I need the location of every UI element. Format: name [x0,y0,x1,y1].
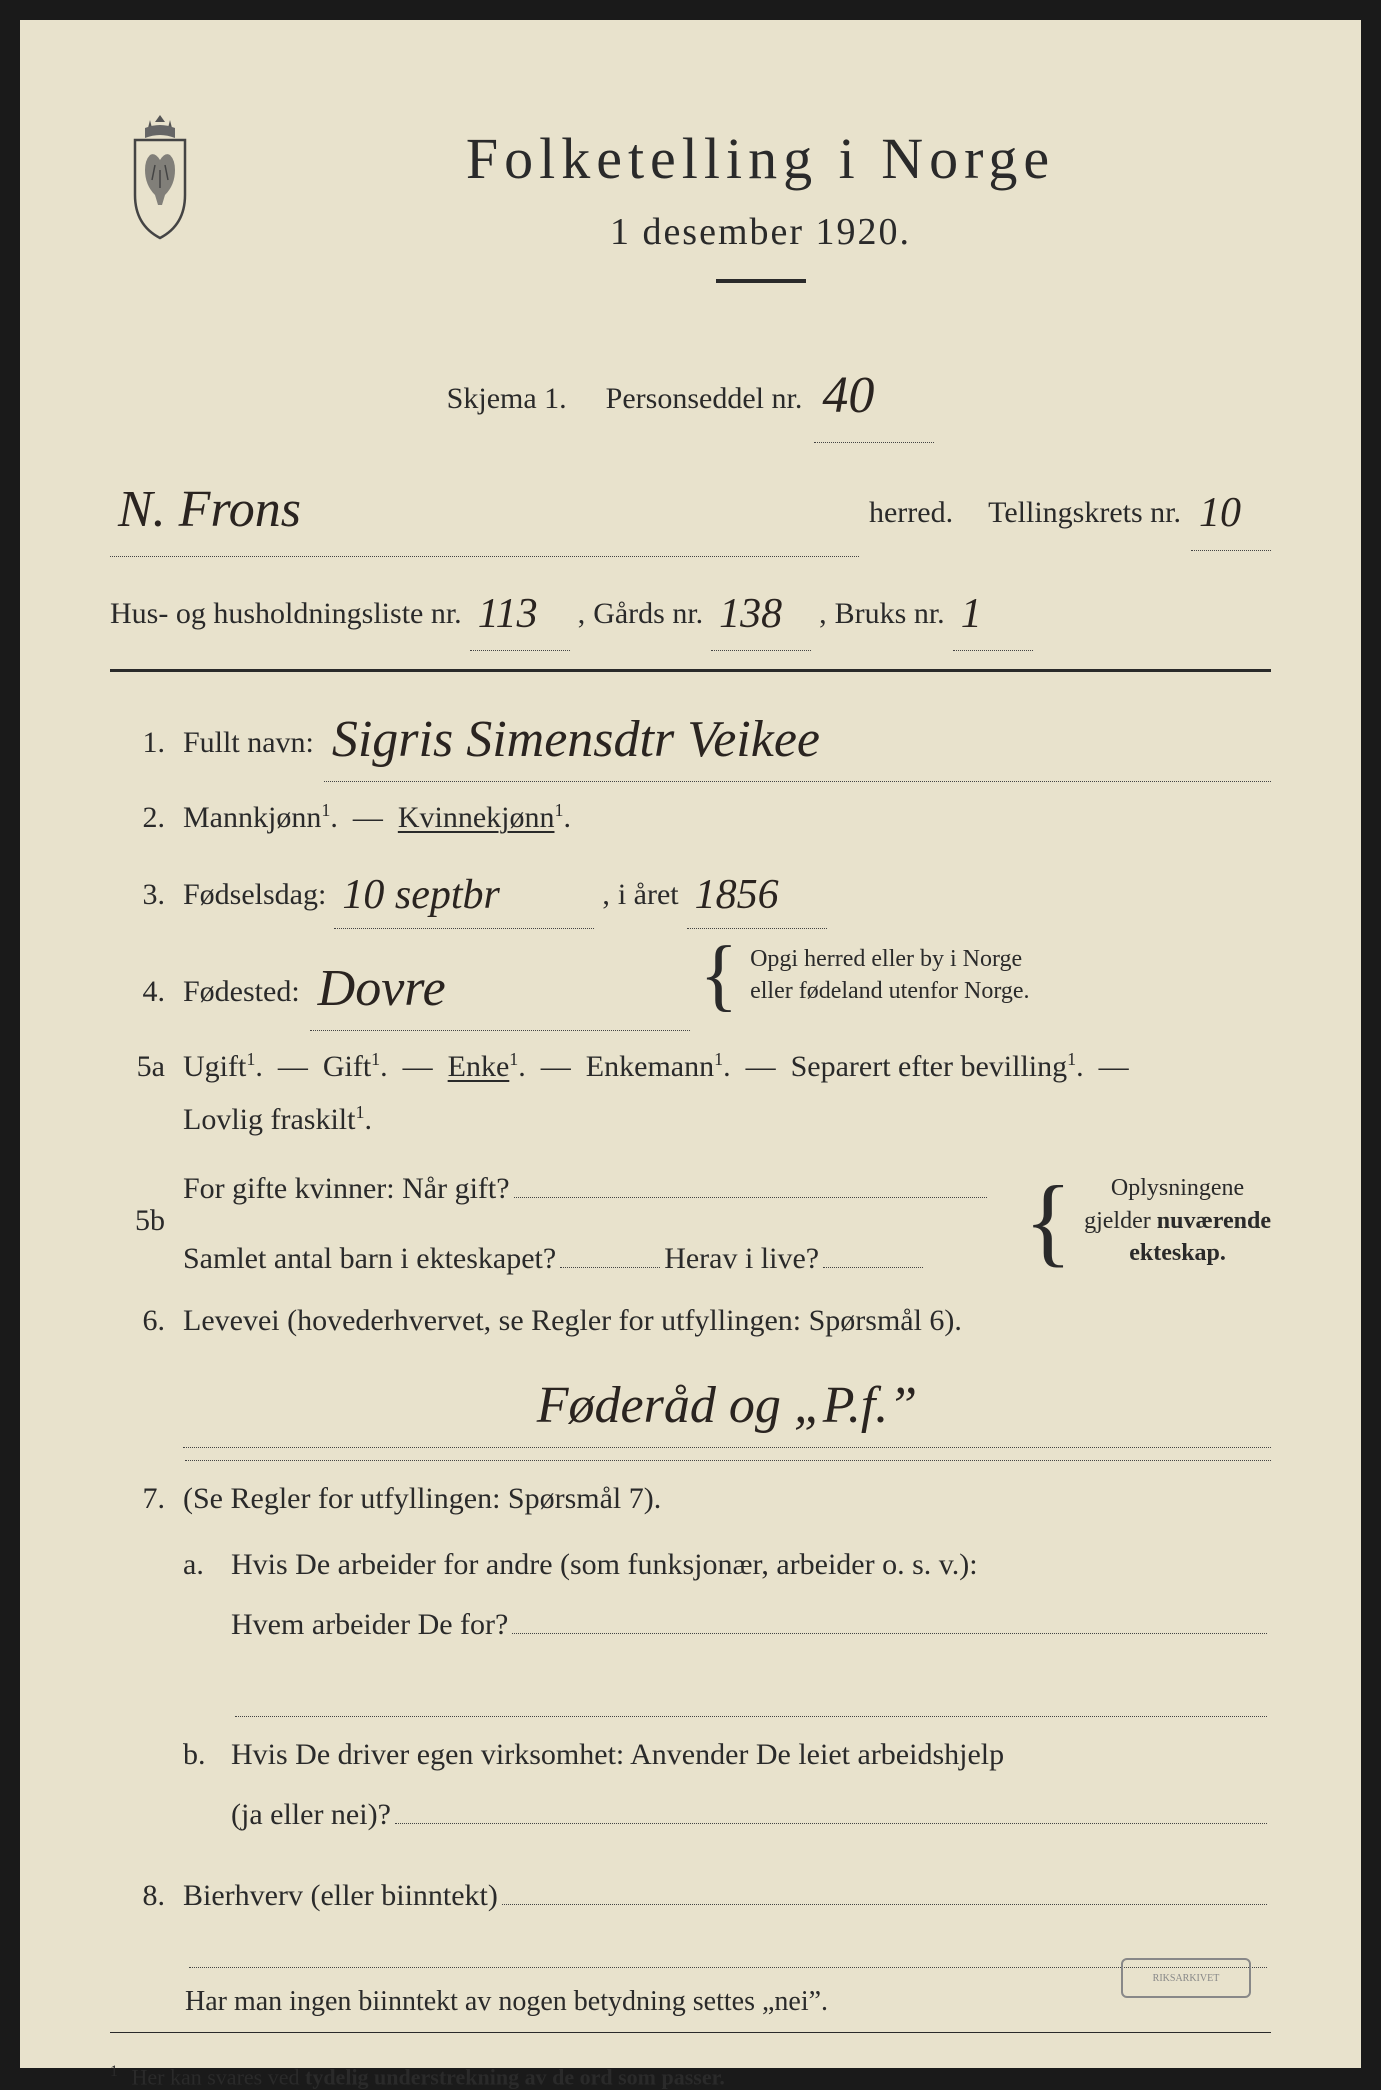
q6: 6. Levevei (hovederhvervet, se Regler fo… [110,1295,1271,1448]
skjema-label: Skjema 1. [447,370,567,427]
q3: 3. Fødselsdag: 10 septbr , i året 1856 [110,855,1271,930]
q3-year: 1856 [695,872,779,918]
q8: 8. Bierhverv (eller biinntekt) [110,1863,1271,1923]
gards-value: 138 [719,591,782,637]
q7a-text2: Hvem arbeider De for? [231,1599,508,1652]
husliste-value: 113 [478,591,538,637]
q7b-text1: Hvis De driver egen virksomhet: Anvender… [231,1729,1271,1782]
skjema-line: Skjema 1. Personseddel nr. 40 [110,343,1271,443]
q5b-note: Oplysningene gjelder nuværende ekteskap. [1084,1172,1271,1269]
rule-1 [110,669,1271,672]
q5b-num: 5b [110,1204,165,1238]
q5a-gift: Gift [323,1050,371,1083]
q2-kvinne: Kvinnekjønn [398,801,555,834]
q5b: 5b For gifte kvinner: Når gift? Samlet a… [110,1156,1271,1285]
q5a-fraskilt: Lovlig fraskilt [183,1103,355,1136]
q1-value: Sigris Simensdtr Veikee [332,711,820,768]
q7b-text2: (ja eller nei)? [231,1789,391,1842]
q4-num: 4. [110,975,165,1009]
q7b-letter: b. [183,1729,213,1841]
husliste-line: Hus- og husholdningsliste nr. 113 , Gård… [110,571,1271,652]
q6-num: 6. [110,1304,165,1338]
q5a-ugift: Ugift [183,1050,246,1083]
q1-label: Fullt navn: [183,717,314,770]
q5b-line2b: Herav i live? [664,1233,819,1286]
q4: 4. Fødested: Dovre { Opgi herred eller b… [110,939,1271,1031]
q5a-num: 5a [110,1050,165,1084]
archive-stamp: RIKSARKIVET [1121,1958,1251,1998]
q5b-line1: For gifte kvinner: Når gift? [183,1163,510,1216]
q3-label: Fødselsdag: [183,869,326,922]
title-divider [716,279,806,283]
personseddel-label: Personseddel nr. [606,370,803,427]
q1: 1. Fullt navn: Sigris Simensdtr Veikee [110,690,1271,782]
bruks-value: 1 [961,591,982,637]
q4-value: Dovre [318,960,446,1017]
rule-dotted-1 [185,1460,1271,1461]
q7: 7. (Se Regler for utfyllingen: Spørsmål … [110,1473,1271,1854]
herred-line: N. Frons herred. Tellingskrets nr. 10 [110,457,1271,557]
q7a: a. Hvis De arbeider for andre (som funks… [183,1539,1271,1717]
q4-note: Opgi herred eller by i Norge eller fødel… [750,943,1029,1008]
header: Folketelling i Norge 1 desember 1920. [110,110,1271,313]
q5a-separert: Separert efter bevilling [791,1050,1068,1083]
q5b-line2a: Samlet antal barn i ekteskapet? [183,1233,556,1286]
brace-icon-2: { [1024,1186,1072,1256]
q7-num: 7. [110,1482,165,1516]
footnote: 1 Her kan svares ved tydelig understrekn… [110,2063,1271,2090]
title-block: Folketelling i Norge 1 desember 1920. [250,110,1271,313]
q1-num: 1. [110,726,165,760]
personseddel-value: 40 [822,367,874,424]
coat-of-arms-icon [110,110,210,240]
q2-num: 2. [110,801,165,835]
q3-num: 3. [110,878,165,912]
brace-icon: { [700,947,738,1003]
husliste-label: Hus- og husholdningsliste nr. [110,585,462,642]
q7a-letter: a. [183,1539,213,1717]
q3-day: 10 septbr [342,872,500,918]
bruks-label: Bruks nr. [835,585,945,642]
q2-mann: Mannkjønn [183,801,321,834]
tellingskrets-label: Tellingskrets nr. [988,484,1181,541]
q8-label: Bierhverv (eller biinntekt) [183,1870,498,1923]
census-form-page: Folketelling i Norge 1 desember 1920. Sk… [20,20,1361,2068]
q7-label: (Se Regler for utfyllingen: Spørsmål 7). [183,1473,1271,1526]
q5a-enke: Enke [448,1050,510,1083]
footer-note: Har man ingen biinntekt av nogen betydni… [185,1986,1271,2018]
q4-label: Fødested: [183,966,300,1019]
tellingskrets-value: 10 [1199,490,1241,536]
q5a-enkemann: Enkemann [586,1050,714,1083]
herred-label: herred. [869,484,953,541]
q7a-text1: Hvis De arbeider for andre (som funksjon… [231,1539,1271,1592]
main-title: Folketelling i Norge [250,125,1271,192]
q3-year-label: i året [618,869,679,922]
q8-num: 8. [110,1879,165,1913]
gards-label: Gårds nr. [593,585,703,642]
q6-label: Levevei (hovederhvervet, se Regler for u… [183,1304,962,1337]
subtitle: 1 desember 1920. [250,210,1271,254]
herred-value: N. Frons [118,481,301,538]
q2: 2. Mannkjønn1. — Kvinnekjønn1. [110,792,1271,845]
rule-bottom [110,2032,1271,2033]
q7b: b. Hvis De driver egen virksomhet: Anven… [183,1729,1271,1841]
q5a: 5a Ugift1. — Gift1. — Enke1. — Enkemann1… [110,1041,1271,1146]
q6-value: Føderåd og „P.f.” [537,1377,917,1434]
